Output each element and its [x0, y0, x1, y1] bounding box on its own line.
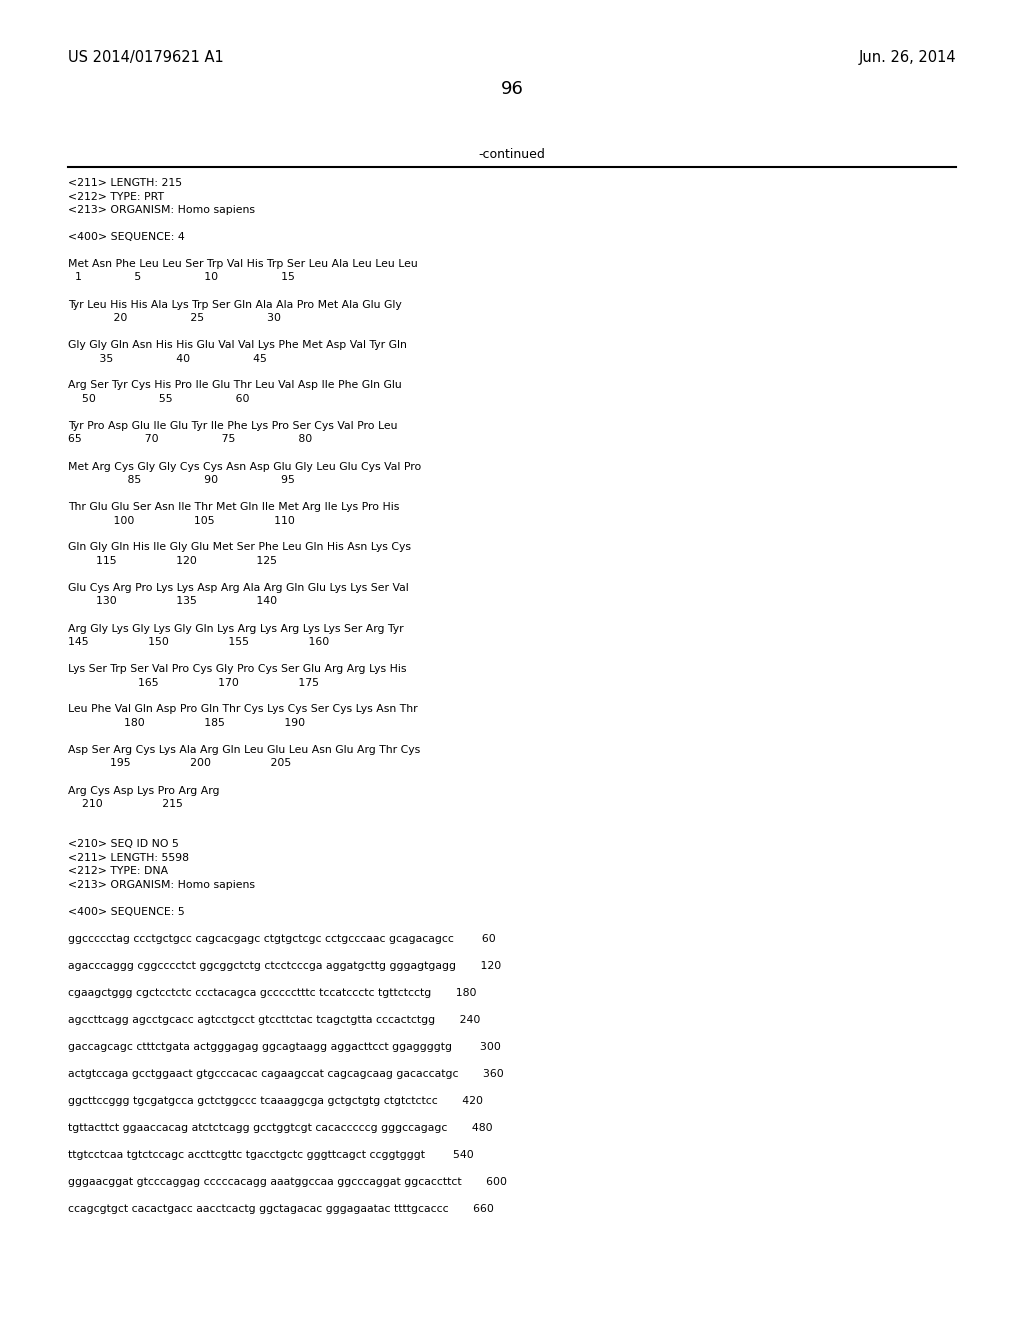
Text: tgttacttct ggaaccacag atctctcagg gcctggtcgt cacacccccg gggccagagc       480: tgttacttct ggaaccacag atctctcagg gcctggt… — [68, 1123, 493, 1133]
Text: 100                 105                 110: 100 105 110 — [68, 516, 295, 525]
Text: Arg Cys Asp Lys Pro Arg Arg: Arg Cys Asp Lys Pro Arg Arg — [68, 785, 219, 796]
Text: actgtccaga gcctggaact gtgcccacac cagaagccat cagcagcaag gacaccatgc       360: actgtccaga gcctggaact gtgcccacac cagaagc… — [68, 1069, 504, 1078]
Text: Lys Ser Trp Ser Val Pro Cys Gly Pro Cys Ser Glu Arg Arg Lys His: Lys Ser Trp Ser Val Pro Cys Gly Pro Cys … — [68, 664, 407, 675]
Text: Leu Phe Val Gln Asp Pro Gln Thr Cys Lys Cys Ser Cys Lys Asn Thr: Leu Phe Val Gln Asp Pro Gln Thr Cys Lys … — [68, 705, 418, 714]
Text: 180                 185                 190: 180 185 190 — [68, 718, 305, 729]
Text: <212> TYPE: DNA: <212> TYPE: DNA — [68, 866, 168, 876]
Text: US 2014/0179621 A1: US 2014/0179621 A1 — [68, 50, 224, 65]
Text: Arg Gly Lys Gly Lys Gly Gln Lys Arg Lys Arg Lys Lys Ser Arg Tyr: Arg Gly Lys Gly Lys Gly Gln Lys Arg Lys … — [68, 623, 403, 634]
Text: Asp Ser Arg Cys Lys Ala Arg Gln Leu Glu Leu Asn Glu Arg Thr Cys: Asp Ser Arg Cys Lys Ala Arg Gln Leu Glu … — [68, 744, 420, 755]
Text: 35                  40                  45: 35 40 45 — [68, 354, 267, 363]
Text: gaccagcagc ctttctgata actgggagag ggcagtaagg aggacttcct ggaggggtg        300: gaccagcagc ctttctgata actgggagag ggcagta… — [68, 1041, 501, 1052]
Text: Gln Gly Gln His Ile Gly Glu Met Ser Phe Leu Gln His Asn Lys Cys: Gln Gly Gln His Ile Gly Glu Met Ser Phe … — [68, 543, 411, 553]
Text: <212> TYPE: PRT: <212> TYPE: PRT — [68, 191, 164, 202]
Text: ggcttccggg tgcgatgcca gctctggccc tcaaaggcga gctgctgtg ctgtctctcc       420: ggcttccggg tgcgatgcca gctctggccc tcaaagg… — [68, 1096, 483, 1106]
Text: -continued: -continued — [478, 148, 546, 161]
Text: Jun. 26, 2014: Jun. 26, 2014 — [858, 50, 956, 65]
Text: gggaacggat gtcccaggag cccccacagg aaatggccaa ggcccaggat ggcaccttct       600: gggaacggat gtcccaggag cccccacagg aaatggc… — [68, 1177, 507, 1187]
Text: 1               5                  10                  15: 1 5 10 15 — [68, 272, 295, 282]
Text: ccagcgtgct cacactgacc aacctcactg ggctagacac gggagaatac ttttgcaccc       660: ccagcgtgct cacactgacc aacctcactg ggctaga… — [68, 1204, 494, 1214]
Text: Met Asn Phe Leu Leu Ser Trp Val His Trp Ser Leu Ala Leu Leu Leu: Met Asn Phe Leu Leu Ser Trp Val His Trp … — [68, 259, 418, 269]
Text: 195                 200                 205: 195 200 205 — [68, 759, 291, 768]
Text: agacccaggg cggcccctct ggcggctctg ctcctcccga aggatgcttg gggagtgagg       120: agacccaggg cggcccctct ggcggctctg ctcctcc… — [68, 961, 502, 972]
Text: Tyr Pro Asp Glu Ile Glu Tyr Ile Phe Lys Pro Ser Cys Val Pro Leu: Tyr Pro Asp Glu Ile Glu Tyr Ile Phe Lys … — [68, 421, 397, 432]
Text: Arg Ser Tyr Cys His Pro Ile Glu Thr Leu Val Asp Ile Phe Gln Glu: Arg Ser Tyr Cys His Pro Ile Glu Thr Leu … — [68, 380, 401, 391]
Text: Glu Cys Arg Pro Lys Lys Asp Arg Ala Arg Gln Glu Lys Lys Ser Val: Glu Cys Arg Pro Lys Lys Asp Arg Ala Arg … — [68, 583, 409, 593]
Text: Tyr Leu His His Ala Lys Trp Ser Gln Ala Ala Pro Met Ala Glu Gly: Tyr Leu His His Ala Lys Trp Ser Gln Ala … — [68, 300, 401, 309]
Text: <211> LENGTH: 5598: <211> LENGTH: 5598 — [68, 853, 189, 863]
Text: ttgtcctcaa tgtctccagc accttcgttc tgacctgctc gggttcagct ccggtgggt        540: ttgtcctcaa tgtctccagc accttcgttc tgacctg… — [68, 1150, 474, 1160]
Text: 65                  70                  75                  80: 65 70 75 80 — [68, 434, 312, 445]
Text: <213> ORGANISM: Homo sapiens: <213> ORGANISM: Homo sapiens — [68, 205, 255, 215]
Text: 145                 150                 155                 160: 145 150 155 160 — [68, 638, 330, 647]
Text: ggccccctag ccctgctgcc cagcacgagc ctgtgctcgc cctgcccaac gcagacagcc        60: ggccccctag ccctgctgcc cagcacgagc ctgtgct… — [68, 935, 496, 944]
Text: 130                 135                 140: 130 135 140 — [68, 597, 278, 606]
Text: <213> ORGANISM: Homo sapiens: <213> ORGANISM: Homo sapiens — [68, 880, 255, 890]
Text: 96: 96 — [501, 81, 523, 98]
Text: <400> SEQUENCE: 5: <400> SEQUENCE: 5 — [68, 907, 184, 917]
Text: Thr Glu Glu Ser Asn Ile Thr Met Gln Ile Met Arg Ile Lys Pro His: Thr Glu Glu Ser Asn Ile Thr Met Gln Ile … — [68, 502, 399, 512]
Text: agccttcagg agcctgcacc agtcctgcct gtccttctac tcagctgtta cccactctgg       240: agccttcagg agcctgcacc agtcctgcct gtccttc… — [68, 1015, 480, 1026]
Text: <211> LENGTH: 215: <211> LENGTH: 215 — [68, 178, 182, 187]
Text: 50                  55                  60: 50 55 60 — [68, 393, 250, 404]
Text: 20                  25                  30: 20 25 30 — [68, 313, 281, 323]
Text: 210                 215: 210 215 — [68, 799, 183, 809]
Text: <210> SEQ ID NO 5: <210> SEQ ID NO 5 — [68, 840, 179, 850]
Text: cgaagctggg cgctcctctc ccctacagca gccccctttc tccatccctc tgttctcctg       180: cgaagctggg cgctcctctc ccctacagca gccccct… — [68, 987, 476, 998]
Text: Met Arg Cys Gly Gly Cys Cys Asn Asp Glu Gly Leu Glu Cys Val Pro: Met Arg Cys Gly Gly Cys Cys Asn Asp Glu … — [68, 462, 421, 471]
Text: Gly Gly Gln Asn His His Glu Val Val Lys Phe Met Asp Val Tyr Gln: Gly Gly Gln Asn His His Glu Val Val Lys … — [68, 341, 407, 350]
Text: 165                 170                 175: 165 170 175 — [68, 677, 319, 688]
Text: 85                  90                  95: 85 90 95 — [68, 475, 295, 484]
Text: 115                 120                 125: 115 120 125 — [68, 556, 278, 566]
Text: <400> SEQUENCE: 4: <400> SEQUENCE: 4 — [68, 232, 184, 242]
